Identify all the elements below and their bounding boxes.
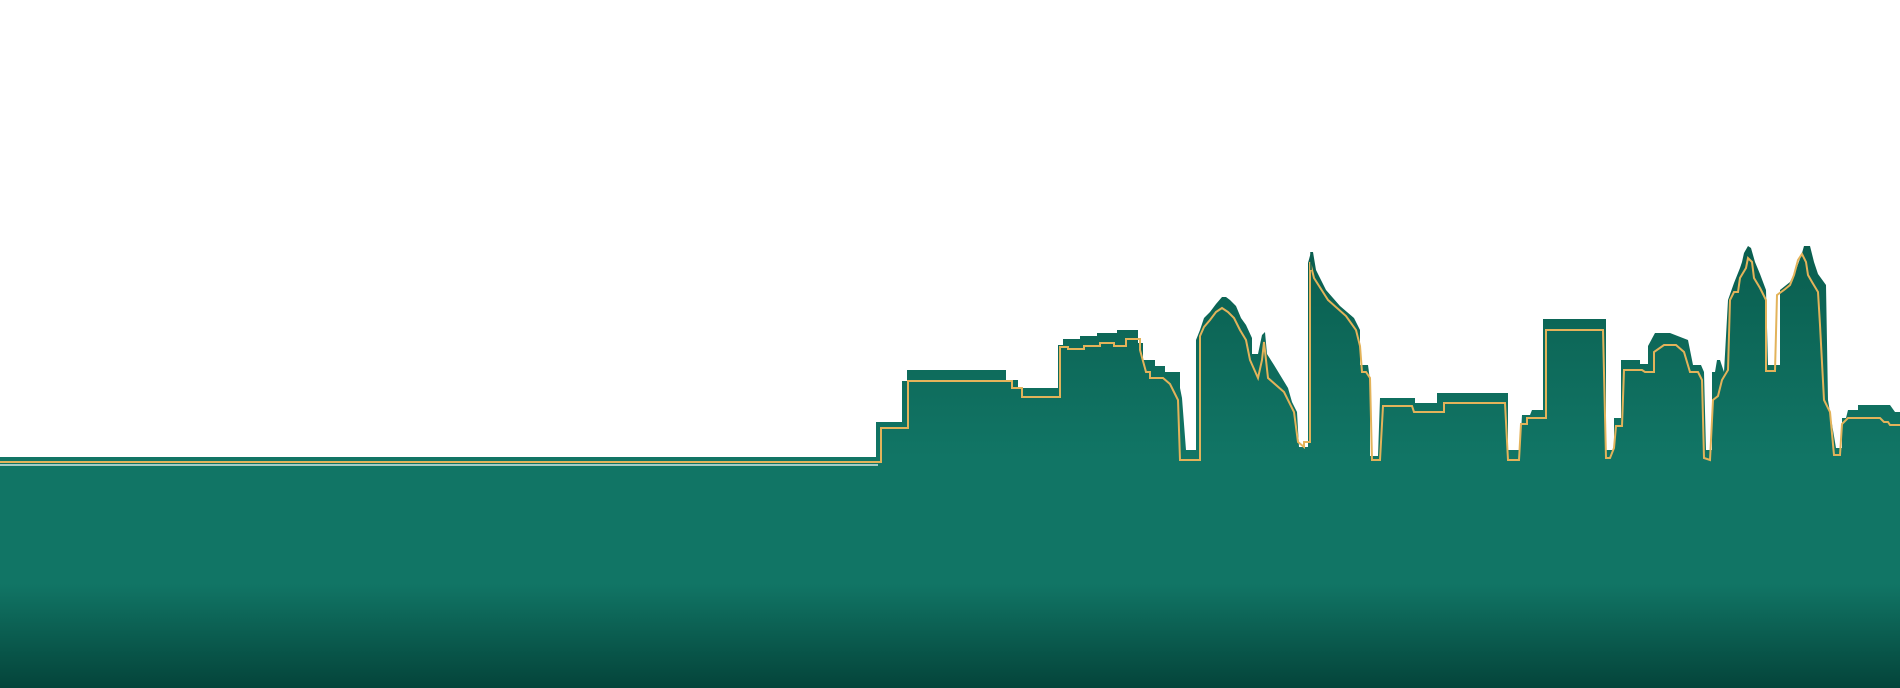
skyline-silhouette <box>0 246 1900 457</box>
skyline-gold-outline <box>0 252 1900 463</box>
ground-band <box>0 457 1900 688</box>
